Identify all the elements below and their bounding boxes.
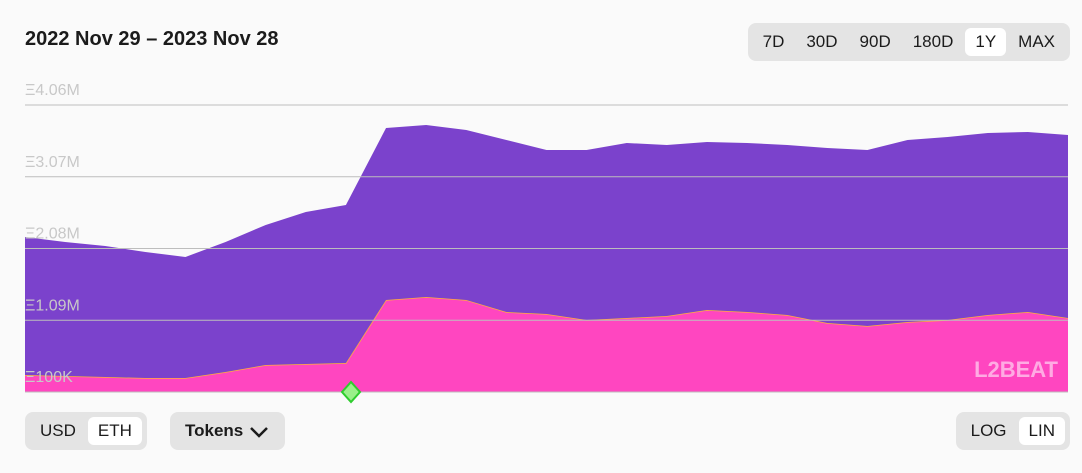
y-tick-label: Ξ1.09M (25, 297, 80, 314)
chevron (250, 426, 268, 438)
chart-title: 2022 Nov 29 – 2023 Nov 28 (25, 28, 279, 50)
toggle-button[interactable]: 30D (806, 32, 838, 51)
toggle-button[interactable]: LIN (1018, 417, 1065, 445)
y-tick-label: Ξ3.07M (25, 154, 80, 171)
y-tick-label: Ξ100K (25, 369, 73, 386)
toggle-button[interactable]: MAX (1018, 32, 1055, 51)
toggle-button[interactable]: USD (40, 421, 76, 440)
toggle-button[interactable]: ETH (87, 417, 142, 445)
currency-selector: USD ETH (25, 412, 147, 450)
watermark: L2BEAT (974, 357, 1058, 382)
toggle-button[interactable]: 7D (762, 32, 785, 51)
toggle-button[interactable]: 180D (912, 32, 954, 51)
range-selector: 7D 30D 90D 180D 1Y MAX (747, 23, 1070, 61)
toggle-button[interactable]: LOG (970, 421, 1007, 440)
y-tick-label: Ξ2.08M (25, 226, 80, 243)
scale-selector: LOG LIN (955, 412, 1070, 450)
y-tick-label: Ξ4.06M (25, 82, 80, 99)
area (25, 125, 1068, 379)
breakdown-text: Tokens (185, 421, 244, 440)
event-marker (340, 380, 362, 404)
toggle-button[interactable]: 90D (859, 32, 891, 51)
breakdown-label[interactable]: Tokens (175, 417, 280, 445)
breakdown-selector[interactable]: Tokens (170, 412, 285, 450)
toggle-button[interactable]: 1Y (965, 28, 1007, 56)
